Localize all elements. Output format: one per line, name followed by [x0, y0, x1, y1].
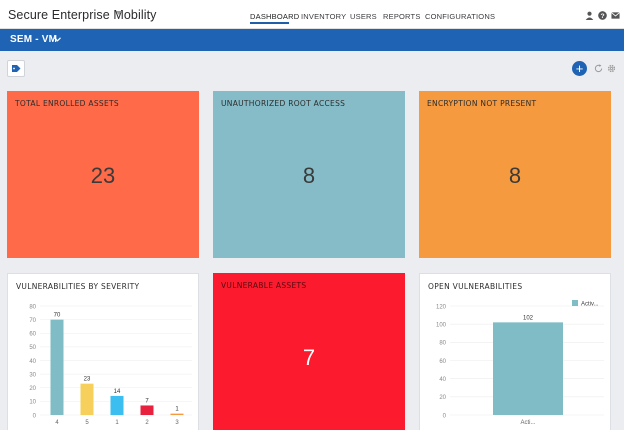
card-title: OPEN VULNERABILITIES [428, 282, 523, 291]
x-tick-label: Acti... [520, 420, 535, 426]
add-widget-button[interactable]: + [572, 61, 587, 76]
refresh-icon[interactable] [594, 64, 603, 73]
y-tick-label: 50 [29, 345, 36, 351]
svg-text:?: ? [600, 13, 604, 20]
x-tick-label: 1 [115, 420, 119, 426]
y-tick-label: 0 [33, 413, 37, 419]
y-tick-label: 60 [439, 359, 446, 365]
data-label: 14 [114, 389, 121, 395]
vulnerable-assets-tile[interactable]: VULNERABLE ASSETS 7 [213, 273, 405, 430]
legend-label: Activ... [581, 302, 599, 308]
data-label: 1 [175, 407, 179, 413]
tile-title: ENCRYPTION NOT PRESENT [427, 99, 537, 108]
bar[interactable] [493, 322, 563, 415]
y-tick-label: 120 [436, 304, 447, 310]
severity-bar-chart: 0 10 20 30 40 50 60 70 80 70 4 23 5 14 1 7 2 1 3 [29, 304, 192, 426]
tile-value: 8 [508, 163, 522, 188]
top-navigation-bar: Secure Enterprise Mobility DASHBOARD INV… [0, 0, 624, 29]
tile-title: UNAUTHORIZED ROOT ACCESS [221, 99, 346, 108]
bar[interactable] [140, 405, 154, 415]
total-enrolled-assets-tile[interactable]: TOTAL ENROLLED ASSETS 23 [7, 91, 199, 258]
y-tick-label: 0 [443, 413, 447, 419]
context-selector[interactable]: SEM - VM [10, 34, 58, 45]
x-tick-label: 3 [175, 420, 179, 426]
gear-icon[interactable] [607, 64, 616, 73]
chevron-down-icon[interactable] [54, 37, 61, 42]
add-icon: + [575, 61, 584, 76]
y-tick-label: 20 [439, 395, 446, 401]
tile-title: TOTAL ENROLLED ASSETS [15, 99, 119, 108]
active-tab-indicator [250, 22, 289, 24]
tab-inventory[interactable]: INVENTORY [301, 12, 347, 21]
x-tick-label: 5 [85, 420, 89, 426]
y-tick-label: 40 [439, 377, 446, 383]
y-tick-label: 70 [29, 318, 36, 324]
context-bar: SEM - VM [0, 29, 624, 51]
data-label: 7 [145, 398, 149, 404]
data-label: 70 [54, 313, 61, 319]
mail-icon[interactable] [611, 11, 620, 20]
x-tick-label: 4 [55, 420, 59, 426]
bar[interactable] [110, 395, 124, 415]
y-tick-label: 60 [29, 332, 36, 338]
help-icon[interactable]: ? [598, 11, 607, 20]
legend-swatch [572, 300, 578, 306]
data-label: 23 [84, 377, 91, 383]
y-tick-label: 30 [29, 372, 36, 378]
y-tick-label: 100 [436, 322, 447, 328]
app-switcher-caret-icon[interactable] [116, 11, 122, 15]
tag-filter-button[interactable] [7, 60, 25, 77]
tab-users[interactable]: USERS [350, 12, 377, 21]
encryption-not-present-tile[interactable]: ENCRYPTION NOT PRESENT 8 [419, 91, 611, 258]
y-tick-label: 80 [439, 341, 446, 347]
y-tick-label: 20 [29, 386, 36, 392]
card-title: VULNERABILITIES BY SEVERITY [16, 282, 140, 291]
app-title[interactable]: Secure Enterprise Mobility [8, 8, 157, 22]
x-tick-label: 2 [145, 420, 149, 426]
tile-title: VULNERABLE ASSETS [221, 281, 307, 290]
tile-value: 8 [302, 163, 316, 188]
tile-value: 23 [90, 163, 116, 188]
y-tick-label: 10 [29, 400, 36, 406]
vulnerabilities-by-severity-card: VULNERABILITIES BY SEVERITY 0 10 20 30 40 50 6… [7, 273, 199, 430]
data-label: 102 [523, 315, 534, 321]
tab-dashboard[interactable]: DASHBOARD [250, 12, 300, 21]
tab-reports[interactable]: REPORTS [383, 12, 421, 21]
tile-value: 7 [302, 345, 316, 370]
unauthorized-root-access-tile[interactable]: UNAUTHORIZED ROOT ACCESS 8 [213, 91, 405, 258]
y-tick-label: 40 [29, 359, 36, 365]
user-icon[interactable] [585, 11, 594, 20]
bar[interactable] [50, 319, 64, 415]
y-tick-label: 80 [29, 304, 36, 310]
open-vulnerabilities-card: OPEN VULNERABILITIES 0 20 40 60 80 100 120 102 A… [419, 273, 611, 430]
bar[interactable] [80, 383, 94, 415]
open-vulnerabilities-bar-chart: 0 20 40 60 80 100 120 102 Acti... Activ... [436, 300, 604, 426]
tab-configurations[interactable]: CONFIGURATIONS [425, 12, 496, 21]
bar[interactable] [170, 413, 184, 415]
tag-icon [12, 65, 21, 72]
